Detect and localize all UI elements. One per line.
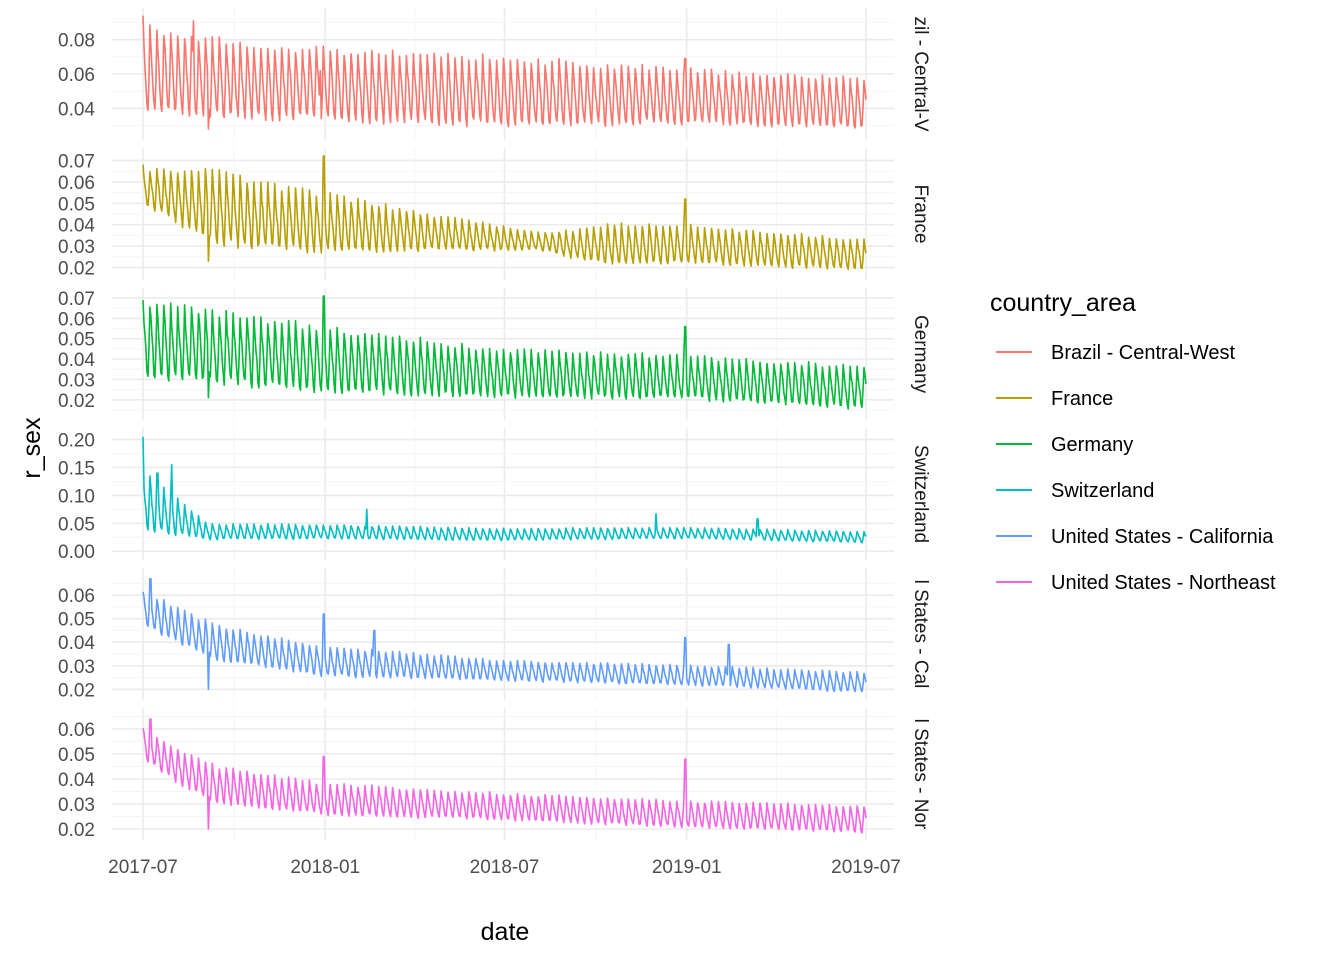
y-tick-label: 0.04	[58, 350, 95, 371]
facet-strip-label: Germany	[910, 315, 931, 394]
facet-panel: 0.020.030.040.050.060.07 France	[58, 148, 931, 280]
y-tick-label: 0.06	[58, 586, 95, 607]
facet-strip-label: l States - Nor	[910, 719, 931, 831]
facet-strip-label: Switzerland	[910, 445, 931, 543]
legend-label: Germany	[1051, 434, 1133, 456]
series-line	[142, 436, 867, 544]
y-tick-label: 0.02	[58, 820, 95, 841]
facet-strip-label: zil - Central-V	[910, 16, 931, 131]
x-tick-label: 2018-07	[470, 857, 540, 878]
facet-panel: 0.02 0.03 0.04 0.05 0.06 l States - Nor	[58, 708, 931, 841]
y-tick-label: 0.05	[58, 194, 95, 215]
legend-label: Brazil - Central-West	[1051, 342, 1236, 364]
y-tick-label: 0.06	[58, 720, 95, 741]
y-tick-label: 0.02	[58, 680, 95, 701]
y-tick-label: 0.00	[58, 542, 95, 563]
legend-label: United States - California	[1051, 526, 1274, 548]
y-tick-label: 0.20	[58, 431, 95, 452]
x-axis: 2017-07 2018-01 2018-07 2019-01 2019-07	[108, 857, 901, 878]
series-line	[142, 155, 867, 271]
y-tick-label: 0.10	[58, 486, 95, 507]
y-tick-label: 0.03	[58, 237, 95, 258]
facet-panel: 0.00 0.05 0.10 0.15 0.20 Switzerland	[58, 428, 931, 563]
series-line	[142, 718, 867, 834]
y-tick-label: 0.03	[58, 370, 95, 391]
x-tick-label: 2017-07	[108, 857, 178, 878]
legend: country_area Brazil - Central-West France…	[990, 289, 1276, 594]
series-line	[142, 295, 867, 410]
y-tick-label: 0.04	[58, 99, 95, 120]
y-tick-label: 0.02	[58, 391, 95, 412]
legend-label: France	[1051, 388, 1113, 410]
legend-label: Switzerland	[1051, 480, 1154, 502]
legend-label: United States - Northeast	[1051, 572, 1276, 594]
y-tick-label: 0.07	[58, 151, 95, 172]
y-tick-label: 0.05	[58, 745, 95, 766]
y-tick-label: 0.15	[58, 458, 95, 479]
y-tick-label: 0.05	[58, 330, 95, 351]
facet-strip-label: l States - Cal	[910, 580, 931, 689]
y-tick-label: 0.08	[58, 31, 95, 52]
y-tick-label: 0.06	[58, 173, 95, 194]
y-tick-label: 0.04	[58, 216, 95, 237]
x-tick-label: 2018-01	[290, 857, 360, 878]
y-axis-title: r_sex	[18, 417, 46, 479]
y-tick-label: 0.05	[58, 610, 95, 631]
y-tick-label: 0.04	[58, 633, 95, 654]
series-line	[142, 15, 867, 130]
y-tick-label: 0.03	[58, 657, 95, 678]
facet-panel: 0.04 0.06 0.08 zil - Central-V	[58, 8, 931, 140]
facet-panels: 0.040.060.08 zil - Central-V0.020.030.040…	[58, 8, 931, 841]
y-tick-label: 0.04	[58, 770, 95, 791]
x-tick-label: 2019-01	[652, 857, 722, 878]
x-tick-label: 2019-07	[831, 857, 901, 878]
facet-panel: 0.020.030.040.050.060.07 Germany	[58, 288, 931, 420]
facet-strip-label: France	[910, 184, 931, 243]
x-axis-title: date	[481, 918, 530, 946]
y-tick-label: 0.02	[58, 259, 95, 280]
y-tick-label: 0.05	[58, 514, 95, 535]
y-tick-label: 0.07	[58, 289, 95, 310]
facet-panel: 0.020.03 0.040.05 0.06 l States - Cal	[58, 568, 931, 701]
y-tick-label: 0.06	[58, 65, 95, 86]
y-tick-label: 0.06	[58, 309, 95, 330]
legend-title: country_area	[990, 289, 1136, 317]
series-line	[142, 577, 867, 693]
y-tick-label: 0.03	[58, 795, 95, 816]
